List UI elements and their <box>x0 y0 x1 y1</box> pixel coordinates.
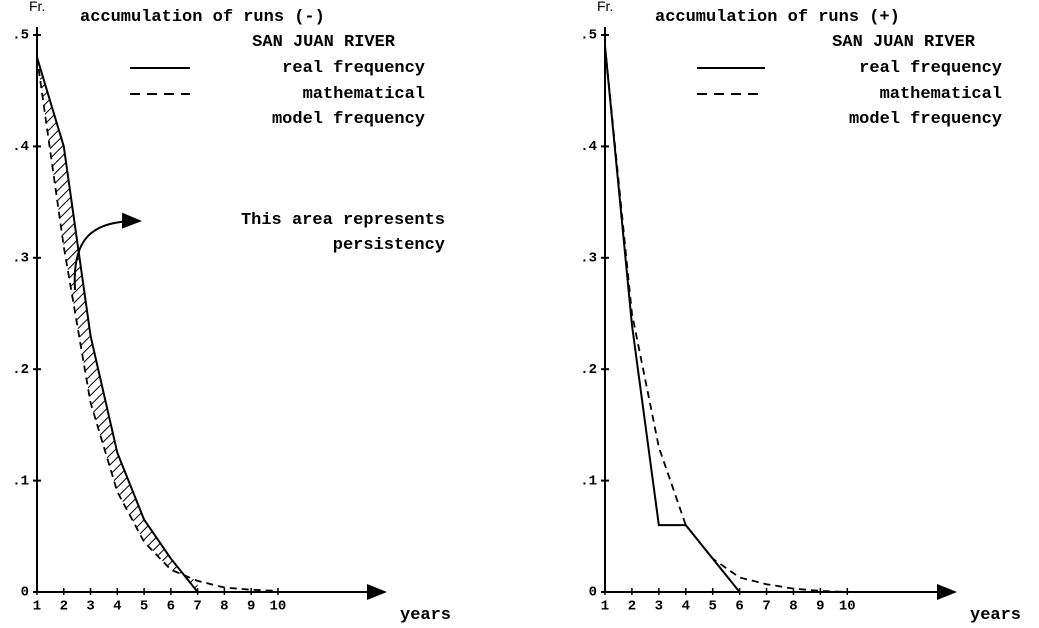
y-tick-label: .1 <box>12 473 29 489</box>
x-tick-label: 7 <box>762 599 770 615</box>
series-line <box>36 57 278 592</box>
x-tick-label: 3 <box>86 599 94 615</box>
x-axis-label: years <box>400 606 452 625</box>
chart-title: accumulation of runs (-) <box>80 8 325 27</box>
x-tick-label: 5 <box>708 599 716 615</box>
y-tick-label: .5 <box>580 28 597 44</box>
series-line <box>604 46 741 593</box>
x-tick-label: 4 <box>113 599 121 615</box>
y-tick-label: .4 <box>12 139 29 155</box>
y-axis-label: Fr. <box>597 0 614 14</box>
x-tick-label: 2 <box>60 599 68 615</box>
x-tick-label: 8 <box>220 599 228 615</box>
x-tick-label: 4 <box>682 599 690 615</box>
y-tick-label: 0 <box>589 585 597 601</box>
y-tick-label: .5 <box>12 28 29 44</box>
chart-subtitle: SAN JUAN RIVER <box>252 33 395 52</box>
x-tick-label: 6 <box>167 599 175 615</box>
y-tick-label: .3 <box>580 251 597 267</box>
y-axis-label: Fr. <box>29 0 46 14</box>
chart-subtitle: SAN JUAN RIVER <box>832 33 975 52</box>
series-line <box>36 56 199 593</box>
series-line <box>604 46 848 593</box>
legend-label: mathematical model frequency <box>848 85 1002 129</box>
x-tick-label: 10 <box>839 599 856 615</box>
x-tick-label: 9 <box>247 599 255 615</box>
x-tick-label: 1 <box>33 599 41 615</box>
legend-label: real frequency <box>282 59 425 78</box>
x-tick-label: 3 <box>655 599 663 615</box>
y-tick-label: .2 <box>12 362 29 378</box>
annotation: This area represents persistency <box>240 211 445 255</box>
x-tick-label: 2 <box>628 599 636 615</box>
x-tick-label: 7 <box>193 599 201 615</box>
x-tick-label: 6 <box>735 599 743 615</box>
x-tick-label: 10 <box>270 599 287 615</box>
y-tick-label: 0 <box>21 585 29 601</box>
x-tick-label: 5 <box>140 599 148 615</box>
x-axis-label: years <box>970 606 1022 625</box>
y-tick-label: .4 <box>580 139 597 155</box>
legend-label: real frequency <box>859 59 1002 78</box>
y-tick-label: .3 <box>12 251 29 267</box>
y-tick-label: .1 <box>580 473 597 489</box>
annotation-arrow <box>73 212 142 291</box>
y-tick-label: .2 <box>580 362 597 378</box>
chart-title: accumulation of runs (+) <box>655 8 900 27</box>
x-tick-label: 1 <box>601 599 609 615</box>
legend-label: mathematical model frequency <box>271 85 425 129</box>
x-tick-label: 8 <box>789 599 797 615</box>
x-tick-label: 9 <box>816 599 824 615</box>
